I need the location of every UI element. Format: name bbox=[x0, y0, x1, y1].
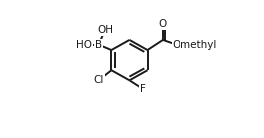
Text: F: F bbox=[140, 84, 146, 94]
Text: HO: HO bbox=[76, 40, 92, 50]
Text: methyl: methyl bbox=[181, 40, 217, 50]
Text: Cl: Cl bbox=[93, 75, 104, 85]
Text: O: O bbox=[173, 40, 181, 50]
Text: OH: OH bbox=[97, 25, 113, 35]
Text: B: B bbox=[95, 40, 102, 50]
Text: O: O bbox=[159, 19, 167, 29]
